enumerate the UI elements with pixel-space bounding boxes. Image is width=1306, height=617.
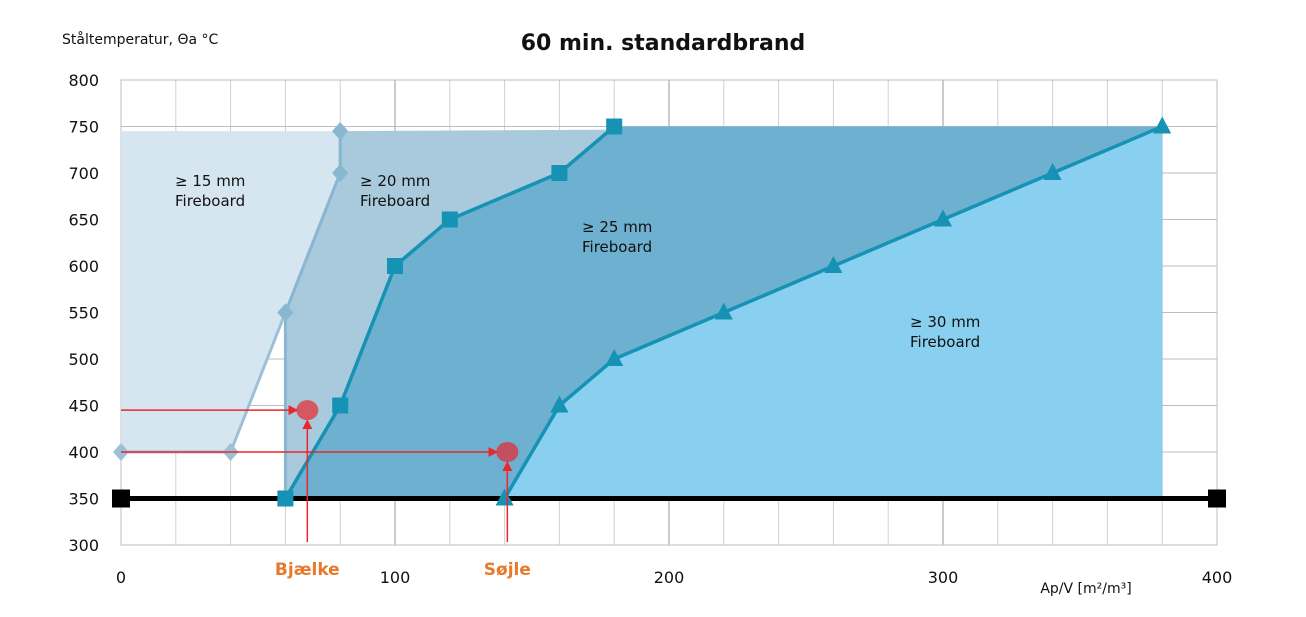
x-tick-label: 200 — [654, 568, 685, 587]
data-point — [441, 211, 458, 228]
x-tick-label: 0 — [116, 568, 126, 587]
baseline-end-marker — [112, 489, 130, 508]
callouts: Bjælke Søjle — [121, 400, 531, 580]
callout-point — [296, 400, 319, 421]
tick-labels: 300 350 400 450 500 550 600 650 700 750 800 0 100 200… — [68, 71, 1232, 587]
area-30mm — [504, 126, 1163, 499]
data-point — [550, 395, 569, 413]
data-point — [332, 397, 349, 414]
series-label: ≥ 15 mm Fireboard — [175, 172, 245, 210]
series-label-line: ≥ 20 mm — [360, 172, 430, 190]
series-line-3 — [503, 124, 1163, 500]
callout-label: Søjle — [484, 560, 531, 580]
data-point — [605, 349, 624, 366]
y-tick-label: 700 — [68, 164, 99, 183]
data-point — [332, 164, 349, 182]
y-tick-label: 350 — [68, 490, 99, 509]
data-point — [277, 490, 294, 507]
y-tick-label: 650 — [68, 211, 99, 230]
series-label-line: Fireboard — [175, 192, 245, 210]
y-tick-label: 300 — [68, 536, 99, 555]
data-point — [934, 209, 952, 227]
x-axis-label: Ap/V [m²/m³] — [1040, 581, 1131, 597]
x-tick-label: 300 — [928, 568, 959, 587]
series-label-line: Fireboard — [910, 333, 980, 351]
series-label-line: ≥ 25 mm — [582, 218, 652, 236]
callout-label: Bjælke — [275, 560, 340, 580]
x-tick-label: 400 — [1202, 568, 1233, 587]
x-tick-label: 100 — [380, 568, 411, 587]
baseline-end-marker — [1208, 489, 1226, 508]
baseline — [112, 489, 1226, 508]
y-tick-label: 800 — [68, 71, 99, 90]
data-point — [606, 118, 623, 135]
callout-point — [496, 442, 519, 462]
series-label-line: Fireboard — [582, 238, 652, 256]
y-tick-label: 450 — [68, 397, 99, 416]
series-label: ≥ 20 mm Fireboard — [360, 172, 430, 210]
series-label-line: Fireboard — [360, 192, 430, 210]
y-tick-label: 500 — [68, 350, 99, 369]
y-axis-label: Ståltemperatur, Θa °C — [62, 31, 218, 48]
series-line-1 — [283, 131, 342, 499]
series-label-line: ≥ 15 mm — [175, 172, 245, 190]
data-point — [714, 302, 733, 320]
y-tick-label: 600 — [68, 257, 99, 276]
series-label: ≥ 25 mm Fireboard — [582, 218, 652, 256]
data-point — [277, 303, 294, 322]
area-15mm — [121, 131, 341, 499]
y-tick-label: 750 — [68, 118, 99, 137]
data-point — [824, 256, 843, 273]
data-point — [1043, 163, 1062, 180]
data-point — [387, 258, 403, 274]
series-labels: ≥ 15 mm Fireboard ≥ 20 mm Fireboard ≥ 25 mm F… — [175, 172, 980, 351]
data-point — [495, 488, 514, 506]
series-label-line: ≥ 30 mm — [910, 313, 980, 331]
data-point — [551, 165, 568, 181]
data-point — [1153, 116, 1172, 134]
series-label: ≥ 30 mm Fireboard — [910, 313, 980, 351]
y-tick-label: 550 — [68, 304, 99, 323]
series-line-2 — [283, 125, 616, 500]
y-tick-label: 400 — [68, 443, 99, 462]
data-point — [332, 122, 349, 141]
chart-title: 60 min. standardbrand — [521, 31, 806, 56]
